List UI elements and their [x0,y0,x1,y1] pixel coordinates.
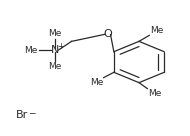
Text: Me: Me [25,46,38,55]
Text: Me: Me [150,26,163,35]
Text: Me: Me [90,78,103,87]
Text: Me: Me [48,62,61,71]
Text: Br: Br [15,110,28,120]
Text: +: + [57,41,64,50]
Text: N: N [51,45,59,55]
Text: −: − [28,108,36,117]
Text: Me: Me [148,89,161,98]
Text: O: O [103,29,112,39]
Text: Me: Me [48,29,61,38]
